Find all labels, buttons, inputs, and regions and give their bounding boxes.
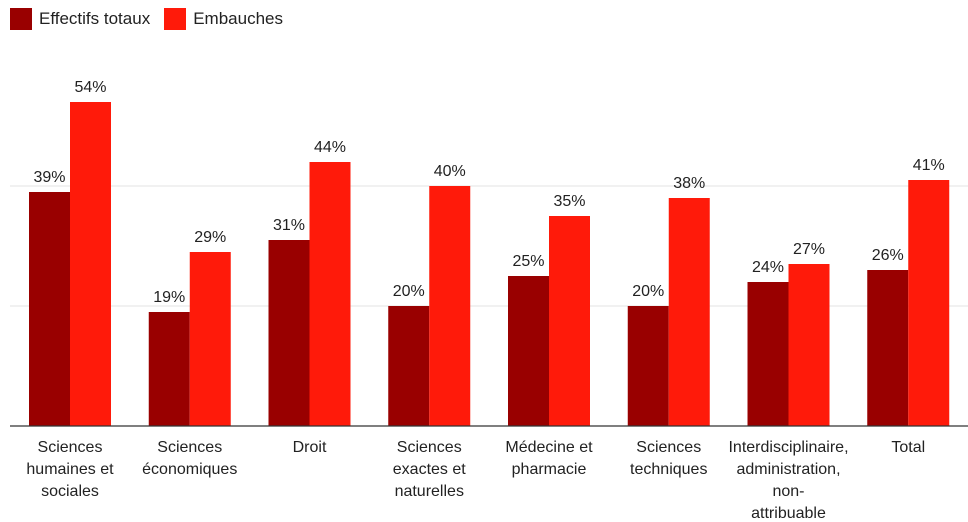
data-label: 25% — [512, 253, 544, 270]
legend-swatch-embauches — [164, 8, 187, 30]
bar-effectifs — [747, 282, 789, 426]
bar-embauches — [309, 162, 351, 426]
category-label: Sciences exactes et naturelles — [393, 439, 466, 500]
data-label: 35% — [553, 193, 585, 210]
category-label: Médecine et pharmacie — [505, 439, 593, 478]
data-label: 20% — [393, 283, 425, 300]
bar-effectifs — [268, 240, 310, 426]
data-label: 39% — [33, 169, 65, 186]
bar-effectifs — [148, 312, 190, 426]
bar-embauches — [908, 180, 950, 426]
category-label: Total — [891, 439, 925, 456]
legend: Effectifs totaux Embauches — [10, 8, 297, 30]
bar-embauches — [429, 186, 471, 426]
bar-embauches — [70, 102, 111, 426]
legend-item-embauches: Embauches — [164, 8, 283, 30]
data-label: 31% — [273, 217, 305, 234]
data-label: 26% — [872, 247, 904, 264]
data-label: 40% — [434, 163, 466, 180]
legend-label-effectifs: Effectifs totaux — [39, 9, 151, 28]
category-label: Sciences humaines et sociales — [26, 439, 114, 500]
bar-embauches — [549, 216, 590, 426]
data-label: 38% — [673, 175, 705, 192]
data-label: 29% — [194, 229, 226, 246]
data-label: 44% — [314, 139, 346, 156]
bar-effectifs — [867, 270, 909, 426]
category-label: Interdisciplinaire, administration, non-at… — [728, 439, 848, 522]
data-label: 54% — [74, 79, 106, 96]
data-label: 24% — [752, 259, 784, 276]
bar-effectifs — [627, 306, 669, 426]
category-label: Droit — [293, 439, 327, 456]
bar-effectifs — [508, 276, 549, 426]
category-label: Sciences techniques — [630, 439, 707, 478]
legend-label-embauches: Embauches — [193, 9, 283, 28]
category-label: Sciences économiques — [142, 439, 237, 478]
data-label: 19% — [153, 289, 185, 306]
bar-embauches — [788, 264, 830, 426]
data-label: 20% — [632, 283, 664, 300]
data-label: 41% — [913, 157, 945, 174]
bar-embauches — [668, 198, 710, 426]
data-label: 27% — [793, 241, 825, 258]
bar-effectifs — [388, 306, 430, 426]
bar-embauches — [189, 252, 231, 426]
bar-effectifs — [29, 192, 70, 426]
legend-swatch-effectifs — [10, 8, 32, 30]
legend-item-effectifs: Effectifs totaux — [10, 8, 150, 30]
